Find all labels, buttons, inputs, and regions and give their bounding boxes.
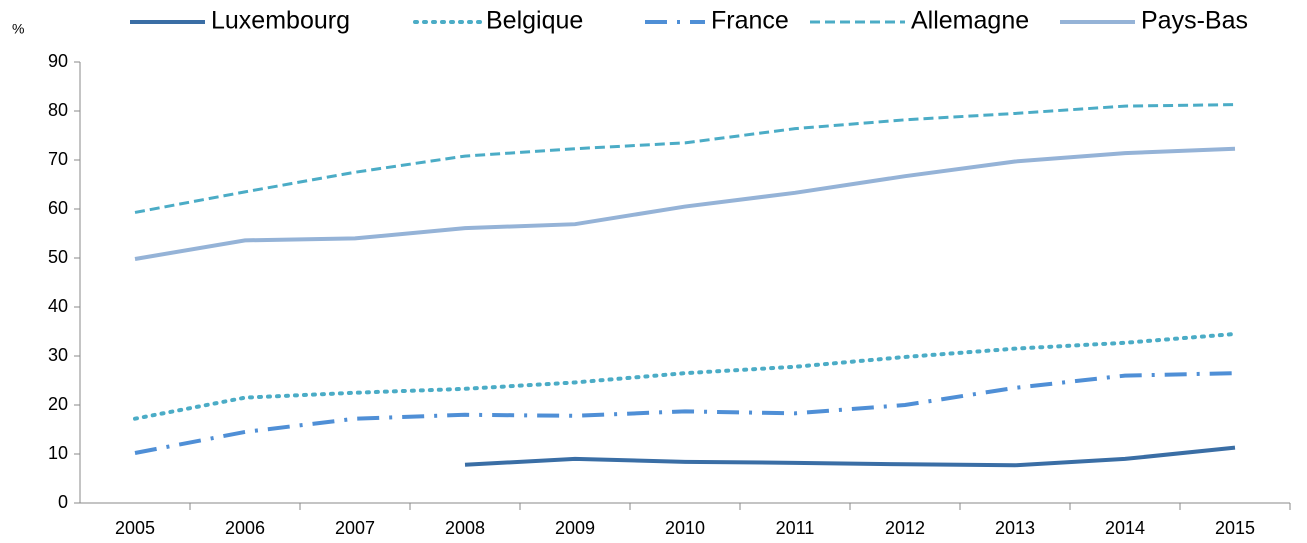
x-tick-label: 2006	[225, 518, 265, 538]
y-tick-label: 70	[48, 149, 68, 169]
y-tick-label: 50	[48, 247, 68, 267]
x-tick-label: 2015	[1215, 518, 1255, 538]
y-tick-label: 60	[48, 198, 68, 218]
line-series	[464, 445, 1236, 468]
line-series	[134, 103, 1236, 214]
y-tick-label: 40	[48, 296, 68, 316]
y-tick-label: 10	[48, 443, 68, 463]
x-tick-label: 2008	[445, 518, 485, 538]
y-axis-label: %	[12, 21, 24, 37]
x-tick-label: 2013	[995, 518, 1035, 538]
line-series	[133, 331, 1237, 421]
x-tick-label: 2007	[335, 518, 375, 538]
legend-label: Belgique	[486, 7, 583, 35]
legend-label: Luxembourg	[211, 7, 350, 35]
x-tick-label: 2014	[1105, 518, 1145, 538]
legend-label: Allemagne	[911, 7, 1029, 35]
x-tick-label: 2009	[555, 518, 595, 538]
x-tick-label: 2010	[665, 518, 705, 538]
legend-label: Pays-Bas	[1141, 7, 1248, 35]
line-series	[134, 371, 1236, 455]
y-tick-label: 90	[48, 51, 68, 71]
x-tick-label: 2012	[885, 518, 925, 538]
x-tick-label: 2011	[776, 518, 815, 538]
legend-label: France	[711, 7, 789, 35]
y-tick-label: 20	[48, 394, 68, 414]
line-series	[134, 146, 1236, 261]
y-tick-label: 0	[58, 492, 68, 512]
y-tick-label: 80	[48, 100, 68, 120]
y-tick-label: 30	[48, 345, 68, 365]
x-tick-label: 2005	[115, 518, 155, 538]
